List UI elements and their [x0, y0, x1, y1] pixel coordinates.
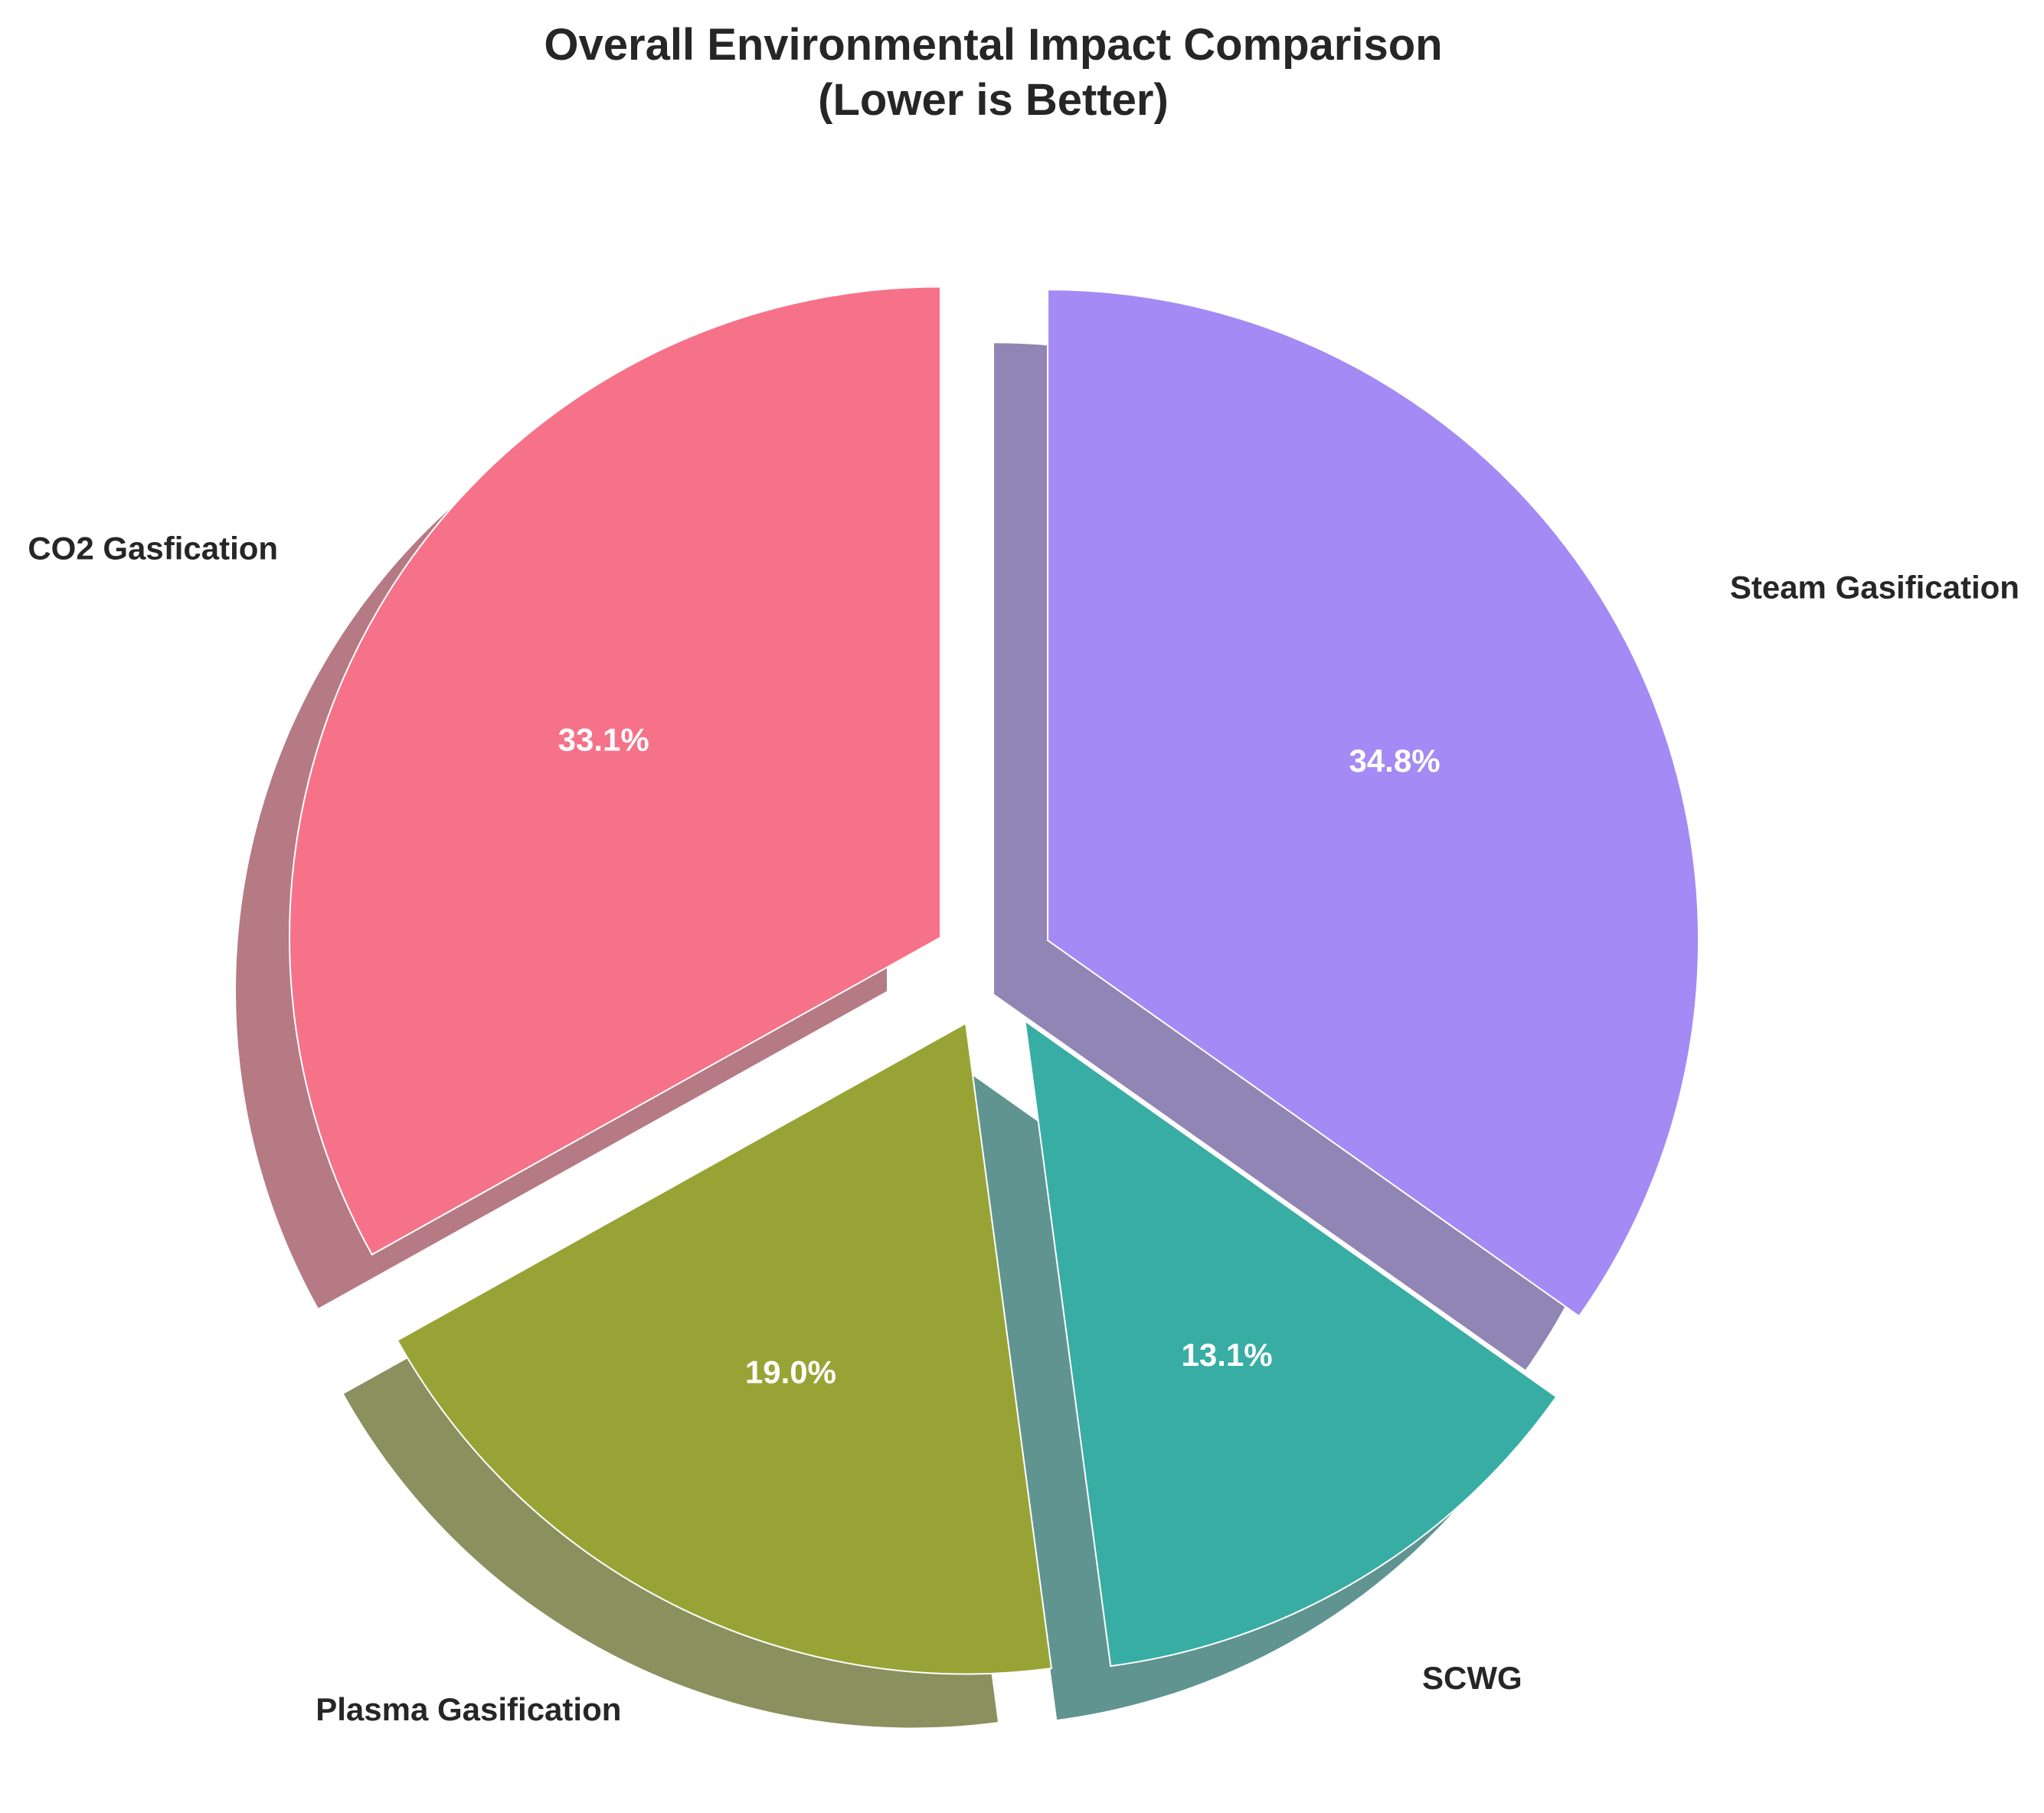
chart-title: Overall Environmental Impact Comparison [544, 20, 1442, 70]
percent-plasma-gasification: 19.0% [745, 1354, 836, 1390]
percent-co2-gasfication: 33.1% [558, 721, 649, 757]
label-steam-gasification: Steam Gasification [1730, 569, 2019, 605]
slice-co2-gasfication [289, 286, 942, 1256]
slice-scwg [1024, 1019, 1558, 1668]
percent-scwg: 13.1% [1182, 1337, 1273, 1373]
slice-plasma-gasification [396, 1021, 1053, 1675]
chart-subtitle: (Lower is Better) [818, 75, 1169, 125]
percent-steam-gasification: 34.8% [1349, 743, 1440, 779]
pie-slices [289, 286, 1700, 1675]
slice-labels: CO2 Gasfication 33.1% Plasma Gasification 1… [28, 531, 2019, 1727]
slice-steam-gasification [1047, 289, 1700, 1318]
label-co2-gasfication: CO2 Gasfication [28, 531, 278, 567]
label-plasma-gasification: Plasma Gasification [316, 1691, 621, 1727]
label-scwg: SCWG [1422, 1660, 1522, 1696]
